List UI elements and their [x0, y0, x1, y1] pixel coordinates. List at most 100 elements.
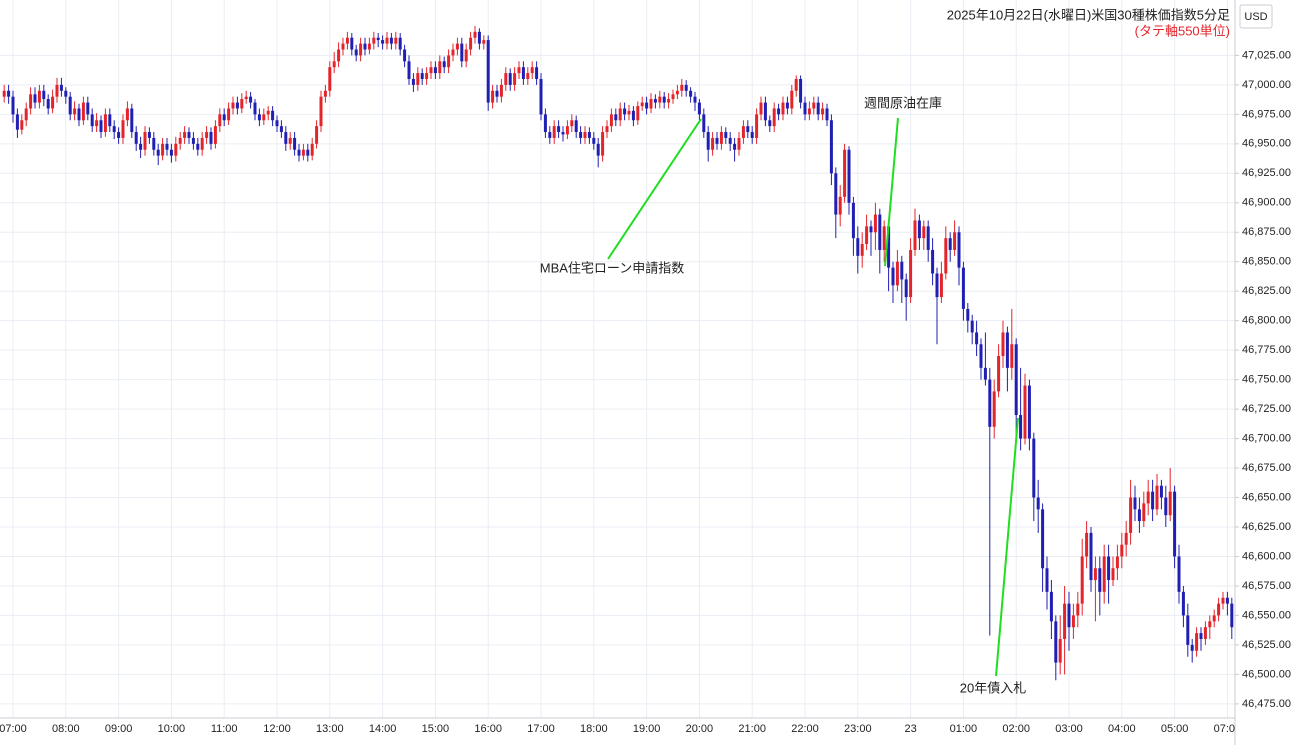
candle-body — [579, 132, 583, 138]
candle-body — [1195, 633, 1199, 651]
candle-body — [279, 126, 283, 133]
x-tick-label: 03:00 — [1055, 723, 1083, 735]
candle-body — [957, 232, 961, 268]
candle-body — [926, 226, 930, 250]
candle-body — [178, 137, 182, 144]
y-tick-label: 46,725.00 — [1242, 403, 1291, 415]
candle-body — [367, 43, 371, 50]
candle-body — [900, 261, 904, 280]
candle-body — [191, 137, 195, 144]
candle-body — [1085, 532, 1089, 557]
candle-body — [319, 96, 323, 127]
candle-body — [51, 96, 55, 109]
candle-body — [394, 37, 398, 44]
candle-body — [1023, 385, 1027, 439]
candle-body — [1045, 568, 1049, 592]
candle-body — [838, 196, 842, 215]
candle-body — [29, 94, 33, 109]
candle-body — [464, 49, 468, 62]
y-tick-label: 46,575.00 — [1242, 580, 1291, 592]
candle-body — [90, 114, 94, 127]
candle-body — [715, 137, 719, 144]
candle-body — [420, 73, 424, 79]
candle-body — [1102, 556, 1106, 592]
candle-body — [161, 143, 165, 156]
candle-body — [697, 102, 701, 115]
candle-body — [24, 108, 28, 121]
candle-body — [482, 40, 486, 44]
candle-body — [675, 90, 679, 95]
candle-body — [768, 120, 772, 127]
candle-body — [209, 132, 213, 144]
y-tick-label: 46,500.00 — [1242, 668, 1291, 680]
candle-body — [1203, 627, 1207, 640]
candle-body — [169, 149, 173, 156]
candle-body — [1181, 591, 1185, 616]
candle-body — [1063, 603, 1067, 640]
candle-body — [944, 238, 948, 274]
candle-body — [807, 108, 811, 115]
x-tick-label: 23 — [904, 723, 916, 735]
candle-body — [301, 149, 305, 156]
candle-body — [983, 367, 987, 380]
y-tick-label: 46,675.00 — [1242, 462, 1291, 474]
candle-body — [499, 84, 503, 97]
candle-body — [147, 132, 151, 138]
candle-body — [1036, 497, 1040, 510]
candle-body — [121, 120, 125, 138]
candle-body — [521, 67, 525, 79]
candle-body — [1001, 332, 1005, 357]
candle-body — [913, 220, 917, 250]
candle-body — [1080, 556, 1084, 604]
candle-body — [825, 108, 829, 121]
candle-body — [1027, 385, 1031, 439]
candle-body — [988, 379, 992, 427]
candle-body — [350, 37, 354, 50]
candle-body — [407, 61, 411, 79]
candle-body — [935, 273, 939, 298]
candle-body — [196, 143, 200, 150]
candle-body — [543, 114, 547, 133]
candle-body — [1014, 344, 1018, 416]
candle-body — [1010, 344, 1014, 368]
candle-body — [271, 110, 275, 121]
candle-body — [689, 90, 693, 97]
candle-body — [667, 99, 671, 103]
candle-body — [451, 49, 455, 56]
candle-body — [702, 114, 706, 133]
candle-body — [416, 73, 420, 85]
y-tick-label: 46,600.00 — [1242, 550, 1291, 562]
candle-body — [728, 137, 732, 144]
candle-body — [266, 110, 270, 115]
candle-body — [570, 120, 574, 127]
candle-body — [1186, 615, 1190, 645]
currency[interactable]: USD — [1244, 11, 1267, 23]
candle-body — [530, 67, 534, 74]
candle-body — [213, 126, 217, 144]
candle-body — [297, 149, 301, 156]
currency-box[interactable] — [1239, 4, 1273, 29]
y-tick-label: 46,975.00 — [1242, 108, 1291, 120]
candle-body — [249, 96, 253, 103]
candle-body — [477, 31, 481, 44]
candle-body — [486, 40, 490, 103]
candle-body — [455, 43, 459, 50]
candle-body — [20, 120, 24, 130]
y-tick-label: 47,000.00 — [1242, 79, 1291, 91]
candle-body — [64, 90, 68, 97]
candle-body — [253, 102, 257, 115]
candle-body — [596, 143, 600, 156]
candle-body — [1107, 556, 1111, 581]
candle-body — [257, 114, 261, 121]
candle-body — [442, 61, 446, 68]
candle-body — [548, 132, 552, 138]
candle-body — [649, 99, 653, 109]
candle-body — [865, 226, 869, 245]
candle-body — [1137, 509, 1141, 522]
candle-body — [130, 108, 134, 133]
y-tick-label: 46,625.00 — [1242, 521, 1291, 533]
candle-body — [706, 132, 710, 150]
candle-body — [15, 114, 19, 130]
x-tick-label: 22:00 — [791, 723, 819, 735]
candle-body — [1115, 556, 1119, 569]
